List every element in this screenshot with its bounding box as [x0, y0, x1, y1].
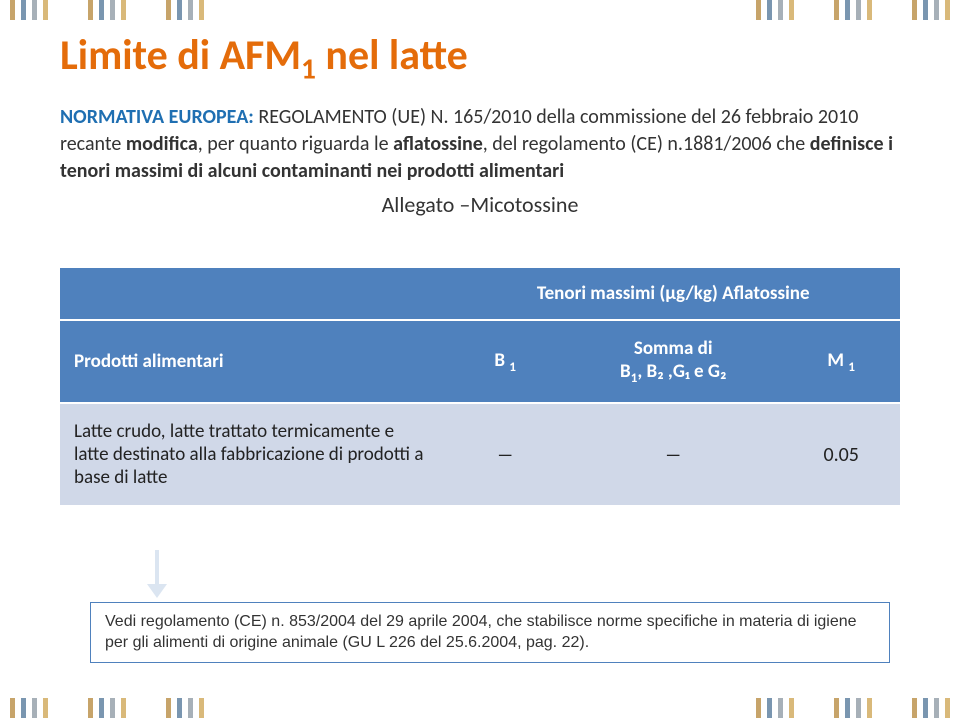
col-b1-text: B	[494, 349, 505, 372]
col-m1-text: M	[827, 349, 844, 372]
col-m1-sub: 1	[848, 358, 855, 375]
title-suffix: nel latte	[316, 30, 468, 81]
title-subscript: 1	[301, 50, 316, 86]
table-header-blank	[60, 267, 446, 320]
row-b1: ―	[446, 403, 564, 506]
bold-aflatossine: aflatossine	[393, 132, 483, 156]
col-b1: B 1	[446, 320, 564, 403]
down-arrow-icon	[145, 550, 890, 598]
reg-text-3: , del regolamento (CE) n.1881/2006 che	[483, 132, 810, 156]
row-m1: 0.05	[782, 403, 900, 506]
row-somma: ―	[564, 403, 782, 506]
bold-modifica: modifica	[126, 132, 198, 156]
col-somma-line1: Somma di	[578, 337, 768, 360]
reg-text-2: , per quanto riguarda le	[198, 132, 393, 156]
slide-title: Limite di AFM1 nel latte	[60, 30, 900, 86]
table-header-tenori: Tenori massimi (μg/kg) Aflatossine	[446, 267, 900, 320]
decorative-stripes-bottom	[0, 698, 960, 718]
slide-content: Limite di AFM1 nel latte NORMATIVA EUROP…	[60, 30, 900, 507]
decorative-stripes-top	[0, 0, 960, 20]
footnote-box: Vedi regolamento (CE) n. 853/2004 del 29…	[90, 602, 890, 663]
col-somma: Somma di B1, B₂ ,G₁ e G₂	[564, 320, 782, 403]
regulation-text: NORMATIVA EUROPEA: REGOLAMENTO (UE) N. 1…	[60, 104, 900, 185]
normativa-label: NORMATIVA EUROPEA:	[60, 105, 258, 129]
title-prefix: Limite di AFM	[60, 30, 301, 81]
regulation-number: REGOLAMENTO (UE) N. 165/2010	[258, 105, 531, 129]
col-b1-sub: 1	[509, 358, 516, 375]
col-m1: M 1	[782, 320, 900, 403]
allegato-label: Allegato –Micotossine	[60, 191, 900, 218]
col-prodotti: Prodotti alimentari	[60, 320, 446, 403]
table-row: Latte crudo, latte trattato termicamente…	[60, 403, 900, 506]
limits-table: Tenori massimi (μg/kg) Aflatossine Prodo…	[60, 266, 900, 507]
col-somma-line2: B1, B₂ ,G₁ e G₂	[578, 360, 768, 386]
row-label: Latte crudo, latte trattato termicamente…	[60, 403, 446, 506]
footer-block: Vedi regolamento (CE) n. 853/2004 del 29…	[90, 550, 890, 663]
